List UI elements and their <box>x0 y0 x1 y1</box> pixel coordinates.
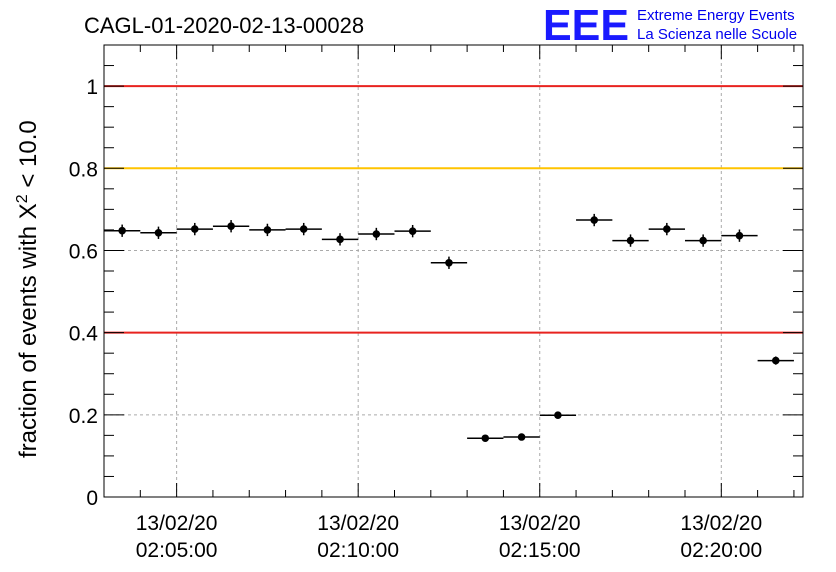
y-axis-label-suffix: < 10.0 <box>15 120 42 194</box>
eee-logo-line1: Extreme Energy Events <box>637 7 795 24</box>
x-tick-date-label: 13/02/20 <box>317 512 399 535</box>
y-tick-label: 0 <box>86 487 98 510</box>
data-point <box>539 411 577 420</box>
data-point <box>212 220 250 233</box>
x-tick-date-label: 13/02/20 <box>499 512 581 535</box>
data-point-marker <box>263 226 272 234</box>
eee-logo-mark: EEE <box>543 1 629 50</box>
y-tick-labels: 0 0.2 0.4 0.6 0.8 1 <box>69 76 99 510</box>
reference-lines <box>104 85 803 334</box>
data-point-marker <box>227 222 235 231</box>
data-point <box>285 222 322 236</box>
x-tick-time-label: 02:05:00 <box>136 539 218 562</box>
data-point <box>576 213 613 227</box>
data-point-marker <box>154 228 163 237</box>
data-point <box>721 229 758 242</box>
data-point <box>321 233 359 246</box>
data-point <box>358 227 395 241</box>
eee-logo: EEE Extreme Energy Events La Scienza nel… <box>543 1 797 50</box>
y-axis-label: fraction of events with X2 < 10.0 <box>14 120 42 458</box>
y-tick-label: 0.2 <box>69 405 98 428</box>
data-point-marker <box>372 230 381 238</box>
data-point-marker <box>663 225 671 233</box>
y-tick-label: 1 <box>86 76 98 99</box>
y-tick-label: 0.4 <box>69 323 99 346</box>
data-point-marker <box>699 236 707 245</box>
data-point-marker <box>118 226 126 235</box>
data-point <box>684 234 722 247</box>
data-point-marker <box>336 235 344 244</box>
data-point-marker <box>735 231 744 240</box>
x-tick-time-label: 02:10:00 <box>317 539 399 562</box>
data-point <box>249 223 286 237</box>
axis-ticks <box>103 45 803 498</box>
y-axis-label-sup: 2 <box>14 194 31 203</box>
data-point-marker <box>554 411 562 420</box>
x-tick-labels: 13/02/20 02:05:00 13/02/20 02:10:00 13/02/20… <box>136 512 762 562</box>
x-tick-time-label: 02:15:00 <box>499 539 581 562</box>
data-point <box>648 222 685 236</box>
data-point <box>612 234 649 247</box>
data-point-marker <box>445 258 453 267</box>
data-point-marker <box>517 433 526 441</box>
data-point-marker <box>299 225 308 233</box>
x-tick-time-label: 02:20:00 <box>680 539 762 562</box>
data-points <box>104 213 794 443</box>
data-point-marker <box>590 216 599 224</box>
data-point-marker <box>626 236 635 245</box>
data-point <box>394 224 431 238</box>
y-tick-label: 0.8 <box>69 158 98 181</box>
eee-logo-line2: La Scienza nelle Scuole <box>637 26 797 43</box>
data-point <box>467 434 504 443</box>
y-tick-label: 0.6 <box>69 240 98 263</box>
data-point <box>757 356 794 365</box>
data-point <box>503 433 540 441</box>
data-point-marker <box>481 434 490 443</box>
chart-title: CAGL-01-2020-02-13-00028 <box>84 13 364 38</box>
x-tick-date-label: 13/02/20 <box>680 512 762 535</box>
data-point <box>140 226 177 239</box>
y-axis-label-prefix: fraction of events with <box>15 219 42 458</box>
data-point <box>176 222 213 236</box>
data-point <box>430 256 468 269</box>
x-tick-date-label: 13/02/20 <box>136 512 218 535</box>
data-point <box>104 224 141 237</box>
data-point-marker <box>408 227 417 235</box>
y-axis-label-symbol: X <box>15 203 42 219</box>
data-point-marker <box>771 356 780 365</box>
data-point-marker <box>190 225 199 233</box>
